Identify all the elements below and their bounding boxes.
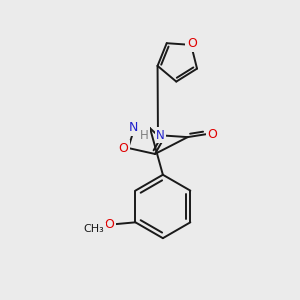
Text: H: H xyxy=(140,129,149,142)
Text: CH₃: CH₃ xyxy=(83,224,104,234)
Text: N: N xyxy=(156,129,165,142)
Text: O: O xyxy=(105,218,115,231)
Text: N: N xyxy=(128,121,138,134)
Text: O: O xyxy=(187,38,197,50)
Text: O: O xyxy=(208,128,218,141)
Text: O: O xyxy=(118,142,128,154)
